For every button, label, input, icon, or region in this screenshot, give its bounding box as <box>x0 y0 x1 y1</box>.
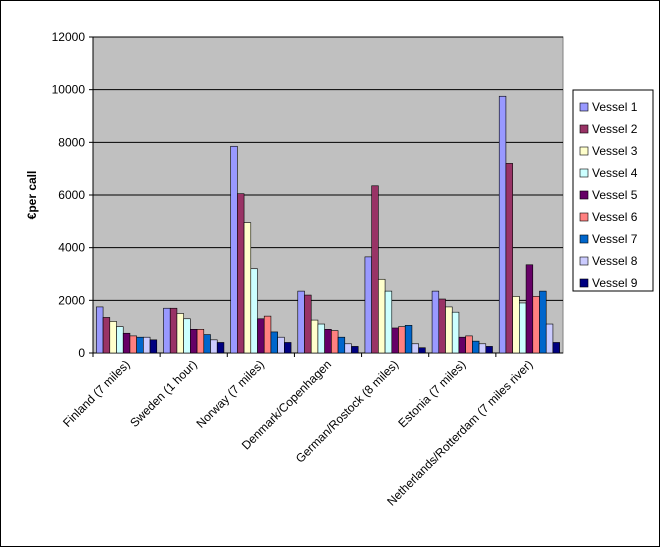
bar <box>364 256 372 354</box>
bar <box>116 326 124 354</box>
legend-swatch <box>579 234 589 244</box>
bar <box>109 321 117 354</box>
legend-swatch <box>579 278 589 288</box>
bar <box>458 336 466 354</box>
bar <box>344 343 352 354</box>
bar <box>143 336 151 354</box>
bar <box>277 336 285 354</box>
bar <box>512 296 520 354</box>
legend-label: Vessel 4 <box>592 166 638 180</box>
y-tick-label: 6000 <box>58 188 85 202</box>
bar <box>230 145 238 354</box>
bar <box>136 336 144 354</box>
y-tick-label: 12000 <box>52 30 86 44</box>
legend-swatch <box>579 190 589 200</box>
y-tick-label: 2000 <box>58 293 85 307</box>
bar <box>190 328 198 354</box>
bar <box>438 298 446 354</box>
bar <box>391 327 399 354</box>
bar <box>505 163 513 354</box>
bar <box>324 328 332 354</box>
bar <box>216 342 225 354</box>
bar <box>451 311 460 354</box>
bar <box>478 343 487 354</box>
legend-label: Vessel 1 <box>592 100 638 114</box>
legend-label: Vessel 9 <box>592 276 638 290</box>
bar <box>149 339 158 354</box>
bar <box>431 290 440 354</box>
y-tick-label: 8000 <box>58 135 85 149</box>
y-tick-label: 0 <box>78 346 85 360</box>
bar <box>378 278 386 354</box>
bar <box>96 306 104 354</box>
bar <box>122 332 131 354</box>
bar <box>284 342 292 354</box>
legend-swatch <box>579 102 589 112</box>
bar <box>552 342 560 354</box>
legend-label: Vessel 3 <box>592 144 638 158</box>
bar <box>250 268 258 354</box>
bar <box>297 290 305 354</box>
legend-swatch <box>579 146 589 156</box>
legend-label: Vessel 6 <box>592 210 638 224</box>
y-tick-label: 10000 <box>52 83 86 97</box>
bar <box>411 343 419 354</box>
bar <box>169 307 178 354</box>
legend-swatch <box>579 256 589 266</box>
bar <box>525 264 534 354</box>
legend-swatch <box>579 212 589 222</box>
bar <box>270 331 278 354</box>
bar <box>183 318 191 354</box>
legend-label: Vessel 2 <box>592 122 638 136</box>
bar <box>398 326 406 354</box>
legend-swatch <box>579 124 589 134</box>
bar <box>404 325 413 354</box>
bar <box>384 290 393 354</box>
bar <box>472 340 480 354</box>
bar <box>485 346 493 354</box>
legend-label: Vessel 8 <box>592 254 638 268</box>
bar <box>163 307 171 354</box>
bar <box>176 313 184 354</box>
bar <box>465 335 473 354</box>
bar <box>337 336 346 354</box>
bar <box>418 347 426 354</box>
bar <box>519 302 527 354</box>
legend-label: Vessel 5 <box>592 188 638 202</box>
bar <box>257 318 265 354</box>
bar <box>210 339 218 354</box>
bar <box>351 346 359 354</box>
bar <box>304 294 312 354</box>
y-axis-label: €per call <box>25 171 39 220</box>
bar <box>310 319 319 354</box>
bar <box>317 323 325 354</box>
bar <box>243 222 252 354</box>
legend-label: Vessel 7 <box>592 232 638 246</box>
bar <box>331 330 339 354</box>
bar <box>539 290 547 354</box>
bar <box>498 95 507 354</box>
bar <box>203 334 211 354</box>
legend-swatch <box>579 168 589 178</box>
bar <box>532 296 540 354</box>
bar <box>129 335 137 354</box>
bar <box>263 315 272 354</box>
bar <box>102 317 111 354</box>
y-tick-label: 4000 <box>58 241 85 255</box>
bar <box>237 193 245 354</box>
bar <box>371 185 379 354</box>
bar <box>445 306 453 354</box>
bar <box>196 328 205 354</box>
bar <box>545 323 554 354</box>
